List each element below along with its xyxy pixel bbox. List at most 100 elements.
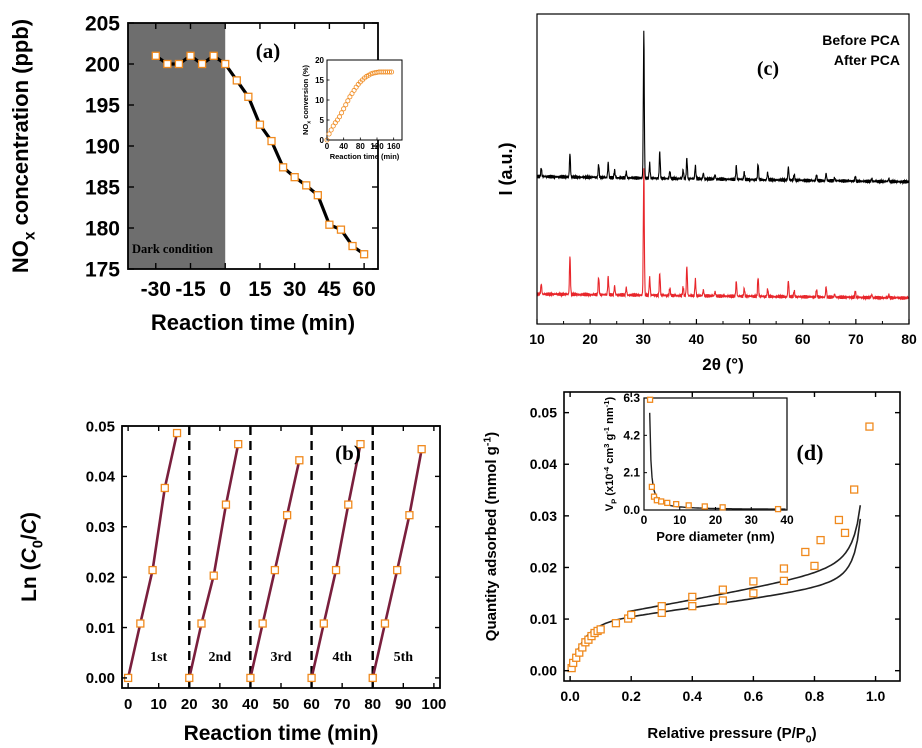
panel-d-xlabel: Relative pressure (P/P0) (647, 725, 816, 746)
pore-distribution-point (685, 502, 692, 509)
cycle-fit-line (126, 432, 179, 679)
panel-b-y-tick-label: 0.00 (86, 670, 115, 687)
panel-d-y-tick-label: 0.04 (530, 456, 557, 472)
cycle-point (368, 673, 377, 683)
panel-d-x-tick-label: 0.2 (621, 688, 641, 704)
label-part: Ln ( (18, 563, 41, 601)
label-part: 3 (602, 444, 611, 448)
panel-a-y-tick-label: 190 (85, 135, 120, 158)
panel-b-y-tick-label: 0.02 (86, 569, 115, 586)
cycle-point (417, 445, 426, 454)
pore-distribution-point (658, 498, 665, 505)
panel-b-xlabel: Reaction time (min) (184, 722, 379, 745)
panel-a-x-tick-label: 30 (283, 278, 306, 301)
conversion-point (339, 110, 345, 116)
adsorption-point (749, 589, 758, 598)
adsorption-point (718, 596, 727, 605)
panel-b-x-tick-label: 90 (395, 696, 412, 713)
label-part: (x10 (604, 474, 616, 499)
cycle-point (270, 565, 280, 575)
cycle-label: 2nd (209, 650, 232, 665)
conversion-point (328, 127, 334, 133)
inset-d-y-tick-label: 0.0 (623, 503, 640, 517)
panel-c-xlabel: 2θ (°) (702, 355, 744, 374)
adsorption-point (779, 576, 789, 586)
cycle-label: 4th (332, 650, 352, 665)
legend-before-pca: Before PCA (822, 32, 900, 48)
no-concentration-point (348, 241, 357, 251)
panel-b-x-tick-label: 20 (181, 696, 198, 713)
pore-distribution-point (664, 499, 671, 507)
panel-c-x-tick-label: 30 (635, 331, 651, 347)
cycle-point (380, 619, 390, 628)
panel-a-x-tick-label: -30 (141, 278, 171, 301)
panel-a-ylabel: NOx concentration (ppb) (8, 19, 39, 273)
label-part: Relative pressure (P/P (647, 725, 805, 742)
cycle-point (393, 565, 402, 575)
inset-d-x-tick-label: 40 (780, 513, 794, 527)
panel-b-y-tick-label: 0.01 (86, 620, 115, 637)
label-part: cm (604, 448, 616, 467)
panel-a-xlabel: Reaction time (min) (151, 310, 355, 335)
panel-c-ylabel: I (a.u.) (496, 142, 516, 195)
desorption-point (749, 577, 758, 586)
panel-d-x-tick-label: 0.6 (744, 688, 764, 704)
panel-a-letter: (a) (256, 39, 281, 63)
panel-b-x-tick-label: 100 (421, 696, 446, 713)
cycle-fit-line (371, 448, 423, 679)
inset-a-x-tick-label: 0 (325, 142, 330, 151)
panel-a-y-tick-label: 185 (85, 176, 120, 199)
panel-d-x-tick-label: 1.0 (866, 688, 886, 704)
pore-distribution-point (646, 396, 654, 403)
cycle-point (356, 439, 365, 449)
desorption-point (688, 592, 697, 602)
panel-a-x-tick-label: 60 (352, 278, 375, 301)
label-part: concentration (ppb) (8, 19, 33, 232)
pore-distribution-point (774, 505, 782, 513)
inset-d-ylabel: VP (x10-4 cm3 g-1 nm-1) (602, 396, 618, 511)
conversion-point (389, 69, 395, 75)
no-concentration-point (244, 92, 253, 101)
no-concentration-point (186, 51, 195, 60)
desorption-fit-curve (627, 505, 862, 613)
panel-b-x-tick-label: 50 (273, 696, 290, 713)
pore-distribution-point (719, 504, 726, 511)
desorption-point (657, 602, 666, 611)
no-concentration-point (221, 59, 230, 69)
inset-a-axes (326, 59, 403, 141)
cycle-point (160, 483, 169, 493)
inset-a-ylabel: NOx conversion (%) (301, 64, 312, 135)
cycle-point (185, 673, 194, 683)
inset-a-xlabel: Reaction time (min) (330, 152, 400, 161)
inset-d-y-tick-label: 6.3 (623, 391, 640, 405)
panel-d-letter: (d) (797, 440, 824, 465)
panel-b-x-tick-label: 80 (364, 696, 381, 713)
inset-a-x-tick-label: 80 (356, 142, 365, 151)
cycle-point (319, 619, 328, 628)
panel-c-x-tick-label: 50 (742, 331, 758, 347)
panel-d-y-tick-label: 0.05 (530, 405, 557, 421)
inset-d-x-tick-label: 20 (709, 513, 723, 527)
cycle-point (405, 511, 414, 520)
label-part: 0 (30, 540, 46, 548)
label-part: ) (812, 725, 817, 742)
inset-d-x-tick-label: 10 (673, 513, 687, 527)
desorption-point (718, 585, 727, 594)
adsorption-point (596, 625, 605, 634)
panel-c-x-tick-label: 60 (795, 331, 811, 347)
conversion-point (326, 131, 332, 137)
label-part: Quantity adsorbed (mmol g (483, 446, 500, 641)
no-concentration-point (313, 191, 322, 200)
panel-d-y-tick-label: 0.02 (530, 559, 557, 575)
pore-distribution-point (673, 500, 680, 508)
adsorption-point (611, 619, 621, 628)
label-part: P (609, 499, 618, 504)
panel-b-x-tick-label: 30 (212, 696, 229, 713)
inset-a-x-tick-label: 120 (370, 142, 384, 151)
inset-d-y-tick-label: 4.2 (623, 428, 640, 442)
label-part: ) (604, 396, 616, 400)
panel-a-x-tick-label: 15 (248, 278, 272, 301)
label-part: 0 (806, 734, 812, 746)
cycle-point (221, 500, 231, 509)
inset-d-x-tick-label: 30 (745, 513, 759, 527)
